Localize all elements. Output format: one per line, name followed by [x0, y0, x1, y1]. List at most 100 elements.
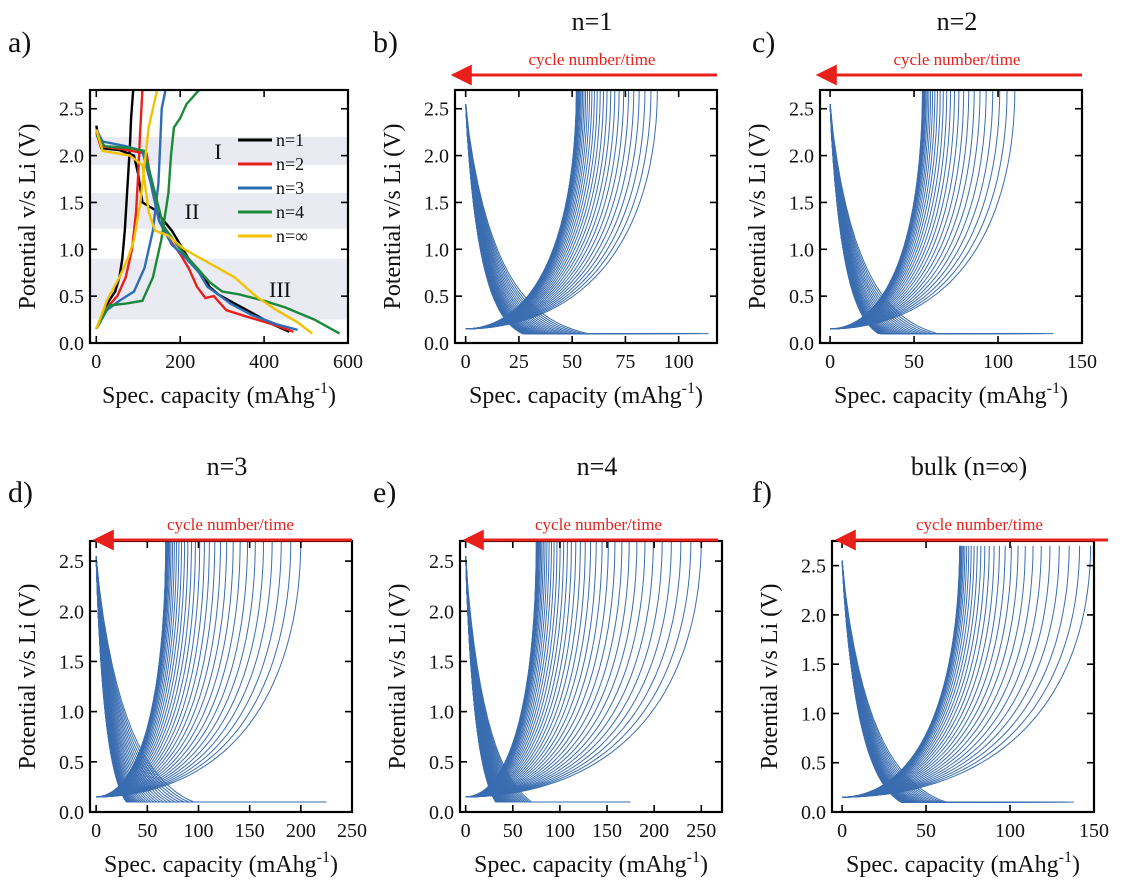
x-axis-label-end: ): [1072, 852, 1080, 878]
cycle-charge-curve: [465, 541, 623, 798]
y-axis-label: Potential v/s Li (V): [745, 124, 771, 310]
x-axis-label-sup: -1: [1047, 380, 1060, 397]
cycle-charge-curve: [465, 541, 682, 798]
x-tick-label: 200: [286, 820, 316, 842]
cycle-charge-curve: [842, 545, 975, 798]
y-tick-label: 1.0: [801, 703, 826, 725]
legend-entry: n=4: [276, 202, 304, 222]
x-axis-label-sup: -1: [682, 380, 695, 397]
y-tick-label: 0.5: [789, 286, 814, 308]
y-tick-label: 1.0: [59, 702, 84, 724]
cycle-charge-curve: [842, 545, 962, 798]
y-axis-label: Potential v/s Li (V): [15, 584, 41, 770]
x-tick-label: 0: [825, 351, 835, 373]
panel-title: n=3: [207, 452, 248, 481]
panel-title: n=4: [577, 452, 618, 481]
x-axis-label: Spec. capacity (mAhg-1): [474, 849, 708, 878]
x-tick-label: 100: [545, 820, 575, 842]
cycle-charge-curve: [830, 90, 1008, 330]
panel-e: 0 50 100 150 200 250 0.0 0.5 1.0 1.5 2.0 2.5 Spec. c…: [373, 452, 724, 878]
cycle-charge-curve: [465, 541, 586, 798]
cycle-charge-curve: [465, 541, 663, 798]
plot-area: [95, 541, 327, 803]
cycle-discharge-curve: [841, 560, 1036, 803]
cycle-discharge-curve: [95, 556, 327, 803]
x-tick-label: 150: [1079, 820, 1109, 842]
cycle-charge-curve: [465, 541, 577, 798]
y-tick-label: 1.5: [59, 651, 84, 673]
axes-frame: [88, 88, 350, 345]
y-axis-label: Potential v/s Li (V): [380, 124, 406, 310]
y-tick-label: 0.5: [801, 753, 826, 775]
cycle-charge-curve: [842, 545, 961, 798]
cycle-charge-curve: [465, 541, 702, 798]
panel-title: n=1: [572, 7, 613, 36]
x-tick-label: 250: [337, 820, 367, 842]
panel-f: 0 50 100 150 0.0 0.5 1.0 1.5 2.0 2.5 Spec. capacit…: [752, 452, 1109, 878]
y-tick-label: 0.0: [789, 333, 814, 355]
x-tick-label: 600: [333, 351, 363, 373]
x-axis-label-text: Spec. capacity (mAhg: [834, 383, 1047, 409]
y-tick-label: 0.5: [429, 752, 454, 774]
cycle-charge-curve: [465, 541, 692, 798]
panel-label: e): [373, 476, 396, 509]
panel-label: a): [8, 26, 31, 59]
x-tick-label: 50: [904, 351, 924, 373]
x-tick-label: 150: [592, 820, 622, 842]
x-tick-label: 400: [249, 351, 279, 373]
cycle-discharge-curve: [465, 104, 579, 335]
cycle-charge-curve: [96, 541, 292, 798]
x-tick-label: 150: [1067, 351, 1097, 373]
x-tick-label: 50: [137, 820, 157, 842]
cycle-charge-curve: [465, 90, 658, 330]
cycle-charge-curve: [96, 541, 167, 798]
region-label-III: III: [269, 277, 291, 302]
cycle-charge-curve: [465, 541, 592, 798]
y-tick-label: 1.5: [429, 651, 454, 673]
panel-a: 0 200 400 600 0.0 0.5 1.0 1.5 2.0 2.5 Spec. capaci…: [8, 26, 363, 409]
x-tick-label: 0: [461, 351, 471, 373]
region-band-II: [90, 193, 348, 229]
panel-title: n=2: [937, 7, 978, 36]
cycle-charge-curve: [465, 541, 581, 798]
y-axis-label: Potential v/s Li (V): [757, 584, 783, 770]
cycle-charge-curve: [465, 541, 565, 798]
cycle-charge-curve: [465, 90, 577, 330]
x-tick-label: 0: [91, 820, 101, 842]
y-tick-label: 1.5: [801, 654, 826, 676]
y-tick-label: 0.5: [59, 752, 84, 774]
y-tick-label: 1.0: [59, 239, 84, 261]
panel-label: f): [752, 476, 772, 509]
plot-area: [90, 90, 348, 335]
cycle-charge-curve: [465, 90, 630, 330]
cycle-charge-curve: [465, 541, 672, 798]
x-axis-label-end: ): [695, 383, 703, 409]
series-n=∞-discharge: [95, 129, 314, 335]
y-tick-label: 2.0: [789, 146, 814, 168]
cycle-discharge-curve: [841, 560, 1009, 803]
y-tick-label: 2.0: [59, 601, 84, 623]
x-axis-label-end: ): [1060, 383, 1068, 409]
y-tick-label: 2.0: [424, 146, 449, 168]
y-tick-label: 0.0: [429, 802, 454, 824]
x-axis-label-text: Spec. capacity (mAhg: [474, 852, 687, 878]
legend-entry: n=3: [276, 178, 304, 198]
x-tick-label: 250: [686, 820, 716, 842]
panel-label: b): [373, 26, 398, 59]
series-n=4-charge: [95, 90, 200, 330]
cycle-discharge-curve: [95, 556, 168, 803]
cycle-charge-curve: [465, 541, 616, 798]
region-label-I: I: [214, 139, 221, 164]
cycle-discharge-curve: [465, 556, 542, 803]
x-axis-label-sup: -1: [315, 380, 328, 397]
y-tick-label: 2.5: [801, 556, 826, 578]
cycle-charge-curve: [830, 90, 970, 330]
arrow-label: cycle number/time: [529, 50, 656, 69]
y-tick-label: 1.5: [424, 192, 449, 214]
panel-b: 0 25 50 75 100 0.0 0.5 1.0 1.5 2.0 2.5 Spec. capaci…: [373, 7, 719, 409]
y-tick-label: 2.5: [429, 551, 454, 573]
y-tick-label: 0.0: [59, 333, 84, 355]
cycle-charge-curve: [830, 90, 923, 330]
y-tick-label: 0.5: [59, 286, 84, 308]
axes-frame: [453, 88, 719, 345]
